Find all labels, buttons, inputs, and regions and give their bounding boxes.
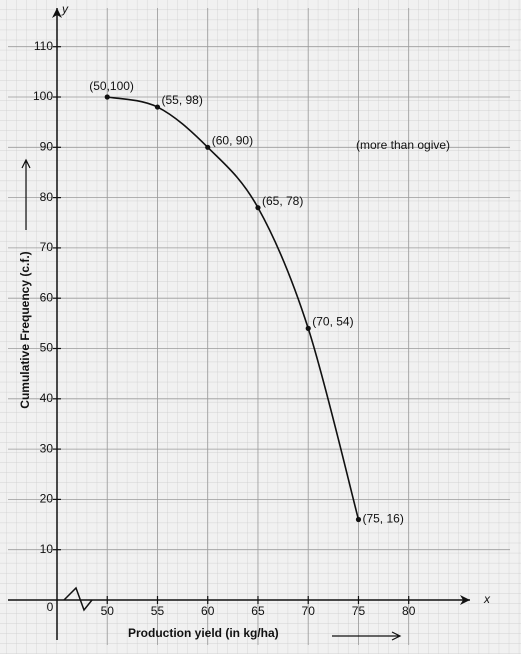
x-axis-label: Production yield (in kg/ha)	[128, 626, 279, 640]
y-tick-label: 10	[40, 542, 54, 556]
data-label: (55, 98)	[161, 93, 202, 107]
annotation: (more than ogive)	[356, 138, 450, 152]
y-tick-label: 60	[40, 290, 54, 304]
x-label-arrow	[332, 631, 402, 641]
y-tick-label: 70	[40, 240, 54, 254]
y-tick-label: 90	[40, 139, 54, 153]
x-tick-label: 80	[402, 604, 416, 618]
y-axis-letter: y	[61, 2, 69, 16]
y-tick-label: 50	[40, 341, 54, 355]
data-label: (70, 54)	[312, 315, 353, 329]
y-label-arrow	[21, 158, 31, 230]
y-tick-label: 30	[40, 441, 54, 455]
y-tick-label: 80	[40, 190, 54, 204]
data-point	[154, 104, 161, 110]
data-point	[305, 325, 311, 331]
data-point	[104, 94, 110, 100]
y-tick-label: 20	[40, 492, 54, 506]
data-label: (60, 90)	[212, 133, 253, 147]
origin-label: 0	[47, 600, 54, 614]
x-axis-letter: x	[483, 592, 491, 606]
x-tick-label: 75	[352, 604, 366, 618]
y-tick-label: 40	[40, 391, 54, 405]
x-tick-label: 60	[201, 604, 215, 618]
data-point	[255, 205, 261, 211]
x-axis-arrow	[460, 595, 470, 605]
grid-layer	[8, 8, 510, 645]
x-tick-label: 50	[101, 604, 115, 618]
data-label: (50,100)	[89, 79, 134, 93]
x-tick-label: 55	[151, 604, 165, 618]
x-tick-label: 65	[251, 604, 265, 618]
axis-break	[63, 586, 93, 612]
y-axis-label: Cumulative Frequency (c.f.)	[18, 251, 32, 408]
data-point	[355, 516, 362, 523]
y-tick-label: 110	[34, 39, 53, 53]
x-tick-label: 70	[302, 604, 316, 618]
y-tick-label: 100	[33, 89, 53, 103]
y-axis-arrow	[52, 8, 62, 18]
data-label: (65, 78)	[262, 194, 303, 208]
data-label: (75, 16)	[362, 512, 403, 526]
data-point	[205, 144, 211, 150]
